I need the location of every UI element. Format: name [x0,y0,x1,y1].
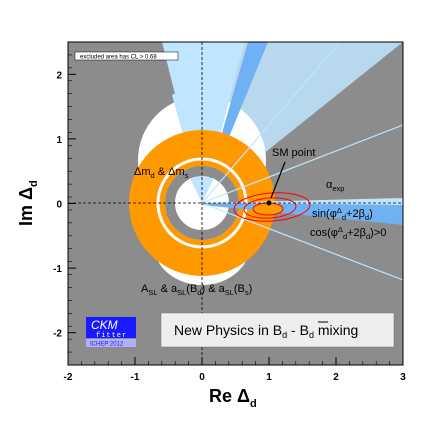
alpha-ray-3 [201,42,341,204]
y-tick-label: -1 [53,264,62,275]
ckm-logo-fitter: fitter [96,332,127,340]
ckmfitter-logo: CKM fitter ICHEP 2012 [86,317,136,348]
ckm-logo-text: CKM [91,318,118,332]
cos-label: cos(φΔd+2βd)>0 [310,225,386,241]
y-tick-label: 2 [56,70,62,81]
alpha-label: αexp [326,179,344,193]
dm-label: Δmd & Δms [134,166,189,180]
alpha-ray-1 [201,124,403,204]
x-tick-label: 3 [400,372,406,383]
alpha-ray-2 [201,202,403,281]
y-tick-label: 0 [56,200,62,211]
sin-label: sin(φΔd+2βd) [312,206,373,222]
y-axis-title: Im Δd [16,180,40,226]
ckm-logo-conf: ICHEP 2012 [90,342,124,348]
cl-ellipse-3sigma [233,192,311,222]
x-axis-title: Re Δd [209,386,257,410]
x-tick-label: 0 [199,372,205,383]
cl-note-box [74,51,179,61]
plot-area [68,42,403,365]
x-tick-label: -1 [131,372,140,383]
asl-label: ASL & aSL(Bd) & aSL(Bs) [141,283,252,297]
center-alpha [190,178,214,203]
axis-ticks: -2 -1 0 1 2 3 -2 -1 0 1 2 [53,41,406,383]
x-tick-label: -2 [64,372,73,383]
ckm-logo-top [86,317,136,331]
ckm-logo-bottom [86,339,136,347]
sm-point-marker [266,200,272,206]
x-tick-label: 1 [266,372,272,383]
cl-ellipse-2sigma [243,197,297,219]
cl-note: excluded area has CL > 0.68 [80,55,157,61]
np-title: New Physics in Bd - Bd mixing [174,322,358,340]
np-title-box [160,312,395,348]
sin-stripe-light [202,198,403,205]
sm-point-arrow [270,161,286,199]
x-tick-label: 2 [333,372,339,383]
sm-label: SM point [272,147,315,159]
y-tick-label: -2 [53,329,62,340]
ckm-logo-mid [86,331,136,338]
y-tick-label: 1 [56,135,62,146]
